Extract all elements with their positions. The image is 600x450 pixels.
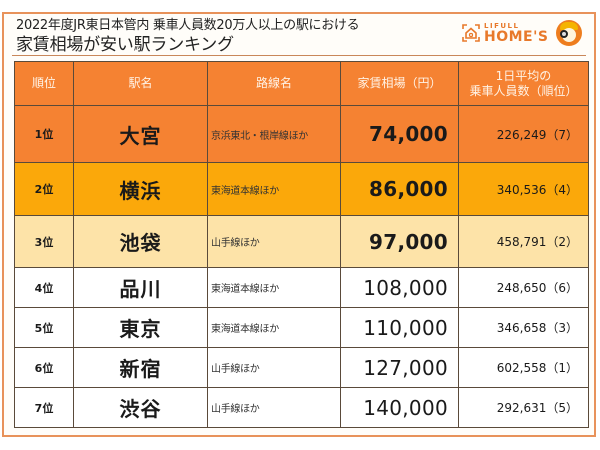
rent-cell: 127,000: [340, 347, 459, 388]
column-header-rent: 家賃相場（円）: [340, 61, 459, 106]
table-row: 7位 渋谷 山手線ほか 140,000 292,631（5）: [14, 387, 589, 428]
line-cell: 山手線ほか: [207, 347, 341, 388]
passengers-cell: 602,558（1）: [458, 347, 589, 388]
table-row: 5位 東京 東海道本線ほか 110,000 346,658（3）: [14, 307, 589, 348]
station-cell: 池袋: [73, 215, 208, 268]
line-cell: 東海道本線ほか: [207, 267, 341, 308]
subtitle: 2022年度JR東日本管内 乗車人員数20万人以上の駅における: [16, 18, 360, 33]
mascot-icon: [556, 20, 583, 46]
rent-cell: 74,000: [340, 105, 459, 163]
passengers-cell: 248,650（6）: [458, 267, 589, 308]
column-header-passengers: 1日平均の 乗車人員数（順位）: [458, 61, 589, 106]
station-cell: 渋谷: [73, 387, 208, 428]
station-cell: 横浜: [73, 162, 208, 216]
table-row: 2位 横浜 東海道本線ほか 86,000 340,536（4）: [14, 162, 589, 216]
table-header-row: 順位 駅名 路線名 家賃相場（円） 1日平均の 乗車人員数（順位）: [14, 61, 589, 106]
rent-cell: 140,000: [340, 387, 459, 428]
rent-cell: 97,000: [340, 215, 459, 268]
line-cell: 山手線ほか: [207, 387, 341, 428]
house-icon: [462, 24, 480, 42]
brand-big: HOME'S: [484, 28, 549, 45]
rank-cell: 3位: [14, 215, 74, 268]
station-cell: 品川: [73, 267, 208, 308]
rent-cell: 86,000: [340, 162, 459, 216]
passengers-cell: 458,791（2）: [458, 215, 589, 268]
column-header-line: 路線名: [207, 61, 341, 106]
title-block: 2022年度JR東日本管内 乗車人員数20万人以上の駅における 家賃相場が安い駅…: [16, 18, 360, 56]
rank-cell: 1位: [14, 105, 74, 163]
station-cell: 大宮: [73, 105, 208, 163]
column-header-station: 駅名: [73, 61, 208, 106]
station-cell: 新宿: [73, 347, 208, 388]
column-header-rank: 順位: [14, 61, 74, 106]
passengers-cell: 292,631（5）: [458, 387, 589, 428]
line-cell: 京浜東北・根岸線ほか: [207, 105, 341, 163]
rank-cell: 2位: [14, 162, 74, 216]
table-row: 1位 大宮 京浜東北・根岸線ほか 74,000 226,249（7）: [14, 105, 589, 163]
title-divider: [12, 55, 586, 56]
passengers-cell: 226,249（7）: [458, 105, 589, 163]
line-cell: 東海道本線ほか: [207, 307, 341, 348]
table-row: 4位 品川 東海道本線ほか 108,000 248,650（6）: [14, 267, 589, 308]
table-row: 3位 池袋 山手線ほか 97,000 458,791（2）: [14, 215, 589, 268]
rank-cell: 7位: [14, 387, 74, 428]
station-cell: 東京: [73, 307, 208, 348]
page-title: 家賃相場が安い駅ランキング: [16, 35, 234, 55]
passengers-cell: 346,658（3）: [458, 307, 589, 348]
brand-small: LIFULL: [484, 21, 520, 30]
ranking-table: 順位 駅名 路線名 家賃相場（円） 1日平均の 乗車人員数（順位） 1位 大宮 …: [14, 61, 589, 428]
table-row: 6位 新宿 山手線ほか 127,000 602,558（1）: [14, 347, 589, 388]
rank-cell: 5位: [14, 307, 74, 348]
passengers-cell: 340,536（4）: [458, 162, 589, 216]
rent-cell: 110,000: [340, 307, 459, 348]
rent-cell: 108,000: [340, 267, 459, 308]
rank-cell: 4位: [14, 267, 74, 308]
line-cell: 東海道本線ほか: [207, 162, 341, 216]
lifull-homes-logo: LIFULL HOME'S: [462, 20, 583, 46]
line-cell: 山手線ほか: [207, 215, 341, 268]
rank-cell: 6位: [14, 347, 74, 388]
